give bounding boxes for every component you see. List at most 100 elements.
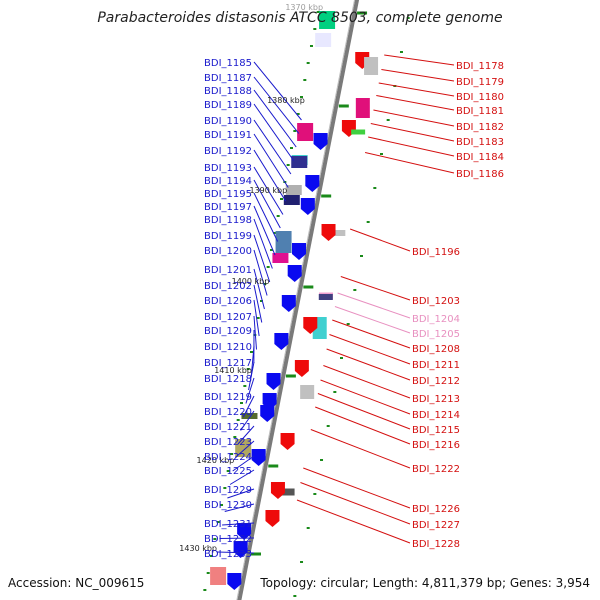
gene-arrow <box>321 224 336 241</box>
backbone-line <box>237 0 360 600</box>
gene-arrow <box>270 482 285 499</box>
gene-arrow <box>237 523 252 540</box>
gene-block <box>210 567 227 585</box>
gene-label-left: BDI_1190 <box>204 116 252 127</box>
leader-line <box>253 249 268 296</box>
leader-line <box>334 306 411 334</box>
scale-label: 1410 kbp <box>214 366 252 375</box>
leader-line <box>253 299 260 337</box>
gene-arrow <box>305 175 320 192</box>
leader-line <box>332 319 411 349</box>
gene-block <box>280 488 295 496</box>
gene-block <box>364 57 379 75</box>
leader-line <box>253 192 279 242</box>
gene-label-right: BDI_1212 <box>412 376 460 387</box>
gene-block <box>291 156 308 168</box>
gene-label-left: BDI_1217 <box>204 358 252 369</box>
leader-line <box>253 103 294 161</box>
gene-label-left: BDI_1225 <box>204 466 252 477</box>
leader-line <box>300 482 411 525</box>
gene-arrow <box>266 373 281 390</box>
gene-label-left: BDI_1218 <box>204 374 252 385</box>
map-title: Parabacteroides distasonis ATCC 8503, co… <box>97 10 502 26</box>
gene-arrow <box>233 541 248 558</box>
gene-block <box>283 195 300 205</box>
scale-label: 1380 kbp <box>267 96 305 105</box>
gene-label-left: BDI_1206 <box>204 296 252 307</box>
leader-line <box>245 377 255 404</box>
gene-block <box>285 185 302 195</box>
label-layer: 1370 kbp 1380 kbp 1390 kbp 1400 kbp 1410 kbp… <box>179 3 504 560</box>
gene-block <box>297 123 314 141</box>
leader-line <box>310 429 411 469</box>
scale-label: 1370 kbp <box>285 3 323 12</box>
gene-label-left: BDI_1229 <box>204 485 252 496</box>
gene-label-right: BDI_1226 <box>412 504 460 515</box>
leader-line <box>240 410 255 431</box>
gene-label-right: BDI_1181 <box>456 106 504 117</box>
leader-line <box>296 499 411 544</box>
gene-label-left: BDI_1233 <box>204 549 252 560</box>
feature-layer <box>210 11 379 590</box>
leader-line <box>253 218 273 269</box>
gene-label-left: BDI_1189 <box>204 100 252 111</box>
leader-line <box>253 234 271 283</box>
leader-line <box>253 149 287 202</box>
leader-line <box>368 136 455 157</box>
gene-label-left: BDI_1199 <box>204 231 252 242</box>
gene-label-left: BDI_1219 <box>204 392 252 403</box>
gene-label-right: BDI_1215 <box>412 425 460 436</box>
gene-label-right: BDI_1180 <box>456 92 504 103</box>
gene-arrow <box>265 510 280 527</box>
leader-line <box>303 467 411 509</box>
leader-line <box>253 268 265 310</box>
leader-line <box>216 551 255 554</box>
leader-line <box>384 54 455 66</box>
gene-arrow <box>287 265 302 282</box>
leader-line <box>224 503 255 512</box>
gene-block <box>235 439 252 457</box>
leader-line <box>227 488 255 499</box>
leader-line <box>253 89 297 148</box>
gene-block <box>331 230 346 236</box>
gene-label-right: BDI_1182 <box>456 122 504 133</box>
gene-label-left: BDI_1230 <box>204 500 252 511</box>
leader-line <box>376 95 455 111</box>
gene-label-left: BDI_1191 <box>204 130 252 141</box>
leader-line <box>329 334 411 365</box>
leader-line <box>253 76 300 134</box>
gene-block <box>272 253 289 263</box>
gene-arrow <box>274 333 289 350</box>
backbone-layer <box>236 0 360 600</box>
gene-label-left: BDI_1232 <box>204 534 252 545</box>
gene-label-right: BDI_1183 <box>456 137 504 148</box>
gene-label-left: BDI_1209 <box>204 326 252 337</box>
gene-label-right: BDI_1186 <box>456 169 504 180</box>
gene-block <box>241 413 258 419</box>
gene-label-right: BDI_1222 <box>412 464 460 475</box>
gene-block <box>355 98 370 118</box>
gene-label-left: BDI_1197 <box>204 202 252 213</box>
gene-label-left: BDI_1220 <box>204 407 252 418</box>
gene-label-right: BDI_1184 <box>456 152 504 163</box>
gene-arrow <box>313 133 328 150</box>
leader-line <box>253 284 263 323</box>
gene-arrow <box>260 405 275 422</box>
text-layer: Parabacteroides distasonis ATCC 8503, co… <box>8 10 590 590</box>
gene-arrow <box>251 449 266 466</box>
gene-label-left: BDI_1221 <box>204 422 252 433</box>
leader-line <box>349 228 411 252</box>
gene-label-left: BDI_1200 <box>204 246 252 257</box>
leader-line <box>317 393 411 430</box>
leader-line <box>378 82 455 97</box>
gene-label-right: BDI_1216 <box>412 440 460 451</box>
scale-label: 1430 kbp <box>179 544 217 553</box>
scale-label: 1390 kbp <box>249 186 287 195</box>
leader-line <box>253 205 276 256</box>
gene-block <box>300 385 315 399</box>
gene-label-right: BDI_1178 <box>456 61 504 72</box>
gene-label-right: BDI_1208 <box>412 344 460 355</box>
gene-arrow <box>300 198 315 215</box>
